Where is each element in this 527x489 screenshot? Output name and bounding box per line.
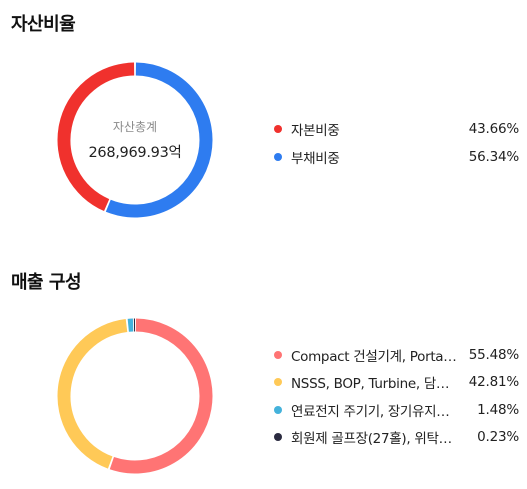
legend-value: 56.34% (468, 149, 519, 165)
sales-composition-donut (57, 318, 213, 474)
legend-item-nsss: NSSS, BOP, Turbine, 담수… 42.81% (274, 369, 519, 397)
donut-slice-2 (57, 319, 128, 469)
legend-label: 부채비중 (291, 151, 340, 167)
legend-label: 자본비중 (291, 123, 340, 139)
asset-ratio-title: 자산비율 (11, 14, 76, 35)
legend-dot (274, 433, 282, 442)
sales-composition-title: 매출 구성 (11, 272, 82, 293)
legend-item-equity: 자본비중 43.66% (274, 115, 519, 143)
sales-composition-section: 매출 구성 Compact 건설기계, Porta… 55.48% NSSS, … (0, 255, 527, 489)
legend-dot (274, 350, 282, 359)
legend-label: NSSS, BOP, Turbine, 담수… (291, 376, 461, 393)
legend-label: 회원제 골프장(27홀), 위탁… (291, 431, 452, 448)
legend-label: Compact 건설기계, Porta… (291, 348, 457, 365)
asset-ratio-section: 자산비율 자산총계 268,969.93억 자본비중 43.66% 부채비중 5… (11, 14, 519, 218)
asset-ratio-donut (57, 62, 213, 218)
donut-slice-1 (109, 318, 213, 474)
legend-value: 0.23% (477, 429, 519, 446)
legend-value: 42.81% (468, 374, 519, 391)
legend-dot (274, 153, 282, 161)
legend-dot (274, 125, 282, 133)
donut-slice-2 (57, 62, 135, 212)
legend-item-compact: Compact 건설기계, Porta… 55.48% (274, 341, 519, 369)
sales-composition-legend: Compact 건설기계, Porta… 55.48% NSSS, BOP, T… (274, 341, 519, 451)
legend-item-fuelcell: 연료전지 주기기, 장기유지보… 1.48% (274, 396, 519, 424)
legend-value: 1.48% (477, 401, 519, 418)
legend-value: 43.66% (468, 121, 519, 137)
legend-value: 55.48% (468, 346, 519, 363)
legend-dot (274, 405, 282, 414)
donut-slice-1 (105, 62, 213, 218)
legend-dot (274, 378, 282, 387)
legend-label: 연료전지 주기기, 장기유지보… (291, 403, 461, 420)
legend-item-debt: 부채비중 56.34% (274, 143, 519, 171)
asset-ratio-legend: 자본비중 43.66% 부채비중 56.34% (274, 115, 519, 171)
legend-item-golf: 회원제 골프장(27홀), 위탁… 0.23% (274, 424, 519, 452)
